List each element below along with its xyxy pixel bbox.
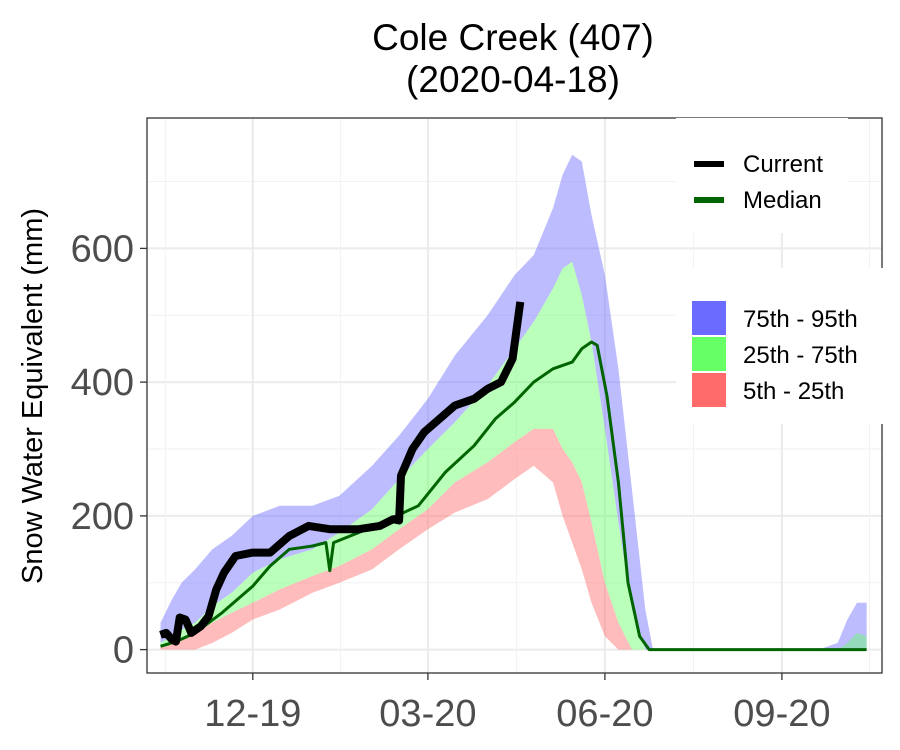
- y-axis-ticks: 0 200 400 600: [71, 228, 147, 672]
- series-median-line: [160, 340, 867, 652]
- legend-label-5th-25th: 5th - 25th: [743, 378, 844, 405]
- chart-title-line-1: Cole Creek (407): [372, 17, 654, 58]
- y-tick-label: 400: [71, 362, 134, 404]
- legend-lines: Current Median: [676, 118, 848, 233]
- grid-lines: [147, 118, 882, 673]
- legend-label-median: Median: [743, 187, 822, 214]
- band-25th-75th: [160, 261, 867, 650]
- band-5th-25th: [160, 428, 867, 650]
- chart-title-line-2: (2020-04-18): [406, 59, 620, 100]
- x-tick-label: 12-19: [204, 693, 301, 735]
- y-tick-label: 200: [71, 496, 134, 538]
- x-axis-ticks: 12-19 03-20 06-20 09-20: [204, 673, 831, 735]
- legend-label-25th-75th: 25th - 75th: [743, 342, 858, 369]
- y-axis-label: Snow Water Equivalent (mm): [17, 208, 49, 584]
- y-tick-label: 0: [113, 630, 134, 672]
- x-tick-label: 09-20: [733, 693, 830, 735]
- x-tick-label: 03-20: [379, 693, 476, 735]
- legend-swatch-75th-95th: [692, 301, 726, 335]
- legend-fills: 75th - 95th 25th - 75th 5th - 25th: [676, 268, 886, 424]
- x-tick-label: 06-20: [556, 693, 653, 735]
- series-current-line: [159, 301, 525, 646]
- y-tick-label: 600: [71, 228, 134, 270]
- legend-lines-background: [676, 118, 848, 233]
- legend-swatch-25th-75th: [692, 337, 726, 371]
- legend-label-current: Current: [743, 151, 823, 178]
- legend-label-75th-95th: 75th - 95th: [743, 306, 858, 333]
- data-lines: [159, 301, 867, 652]
- legend-swatch-5th-25th: [692, 373, 726, 407]
